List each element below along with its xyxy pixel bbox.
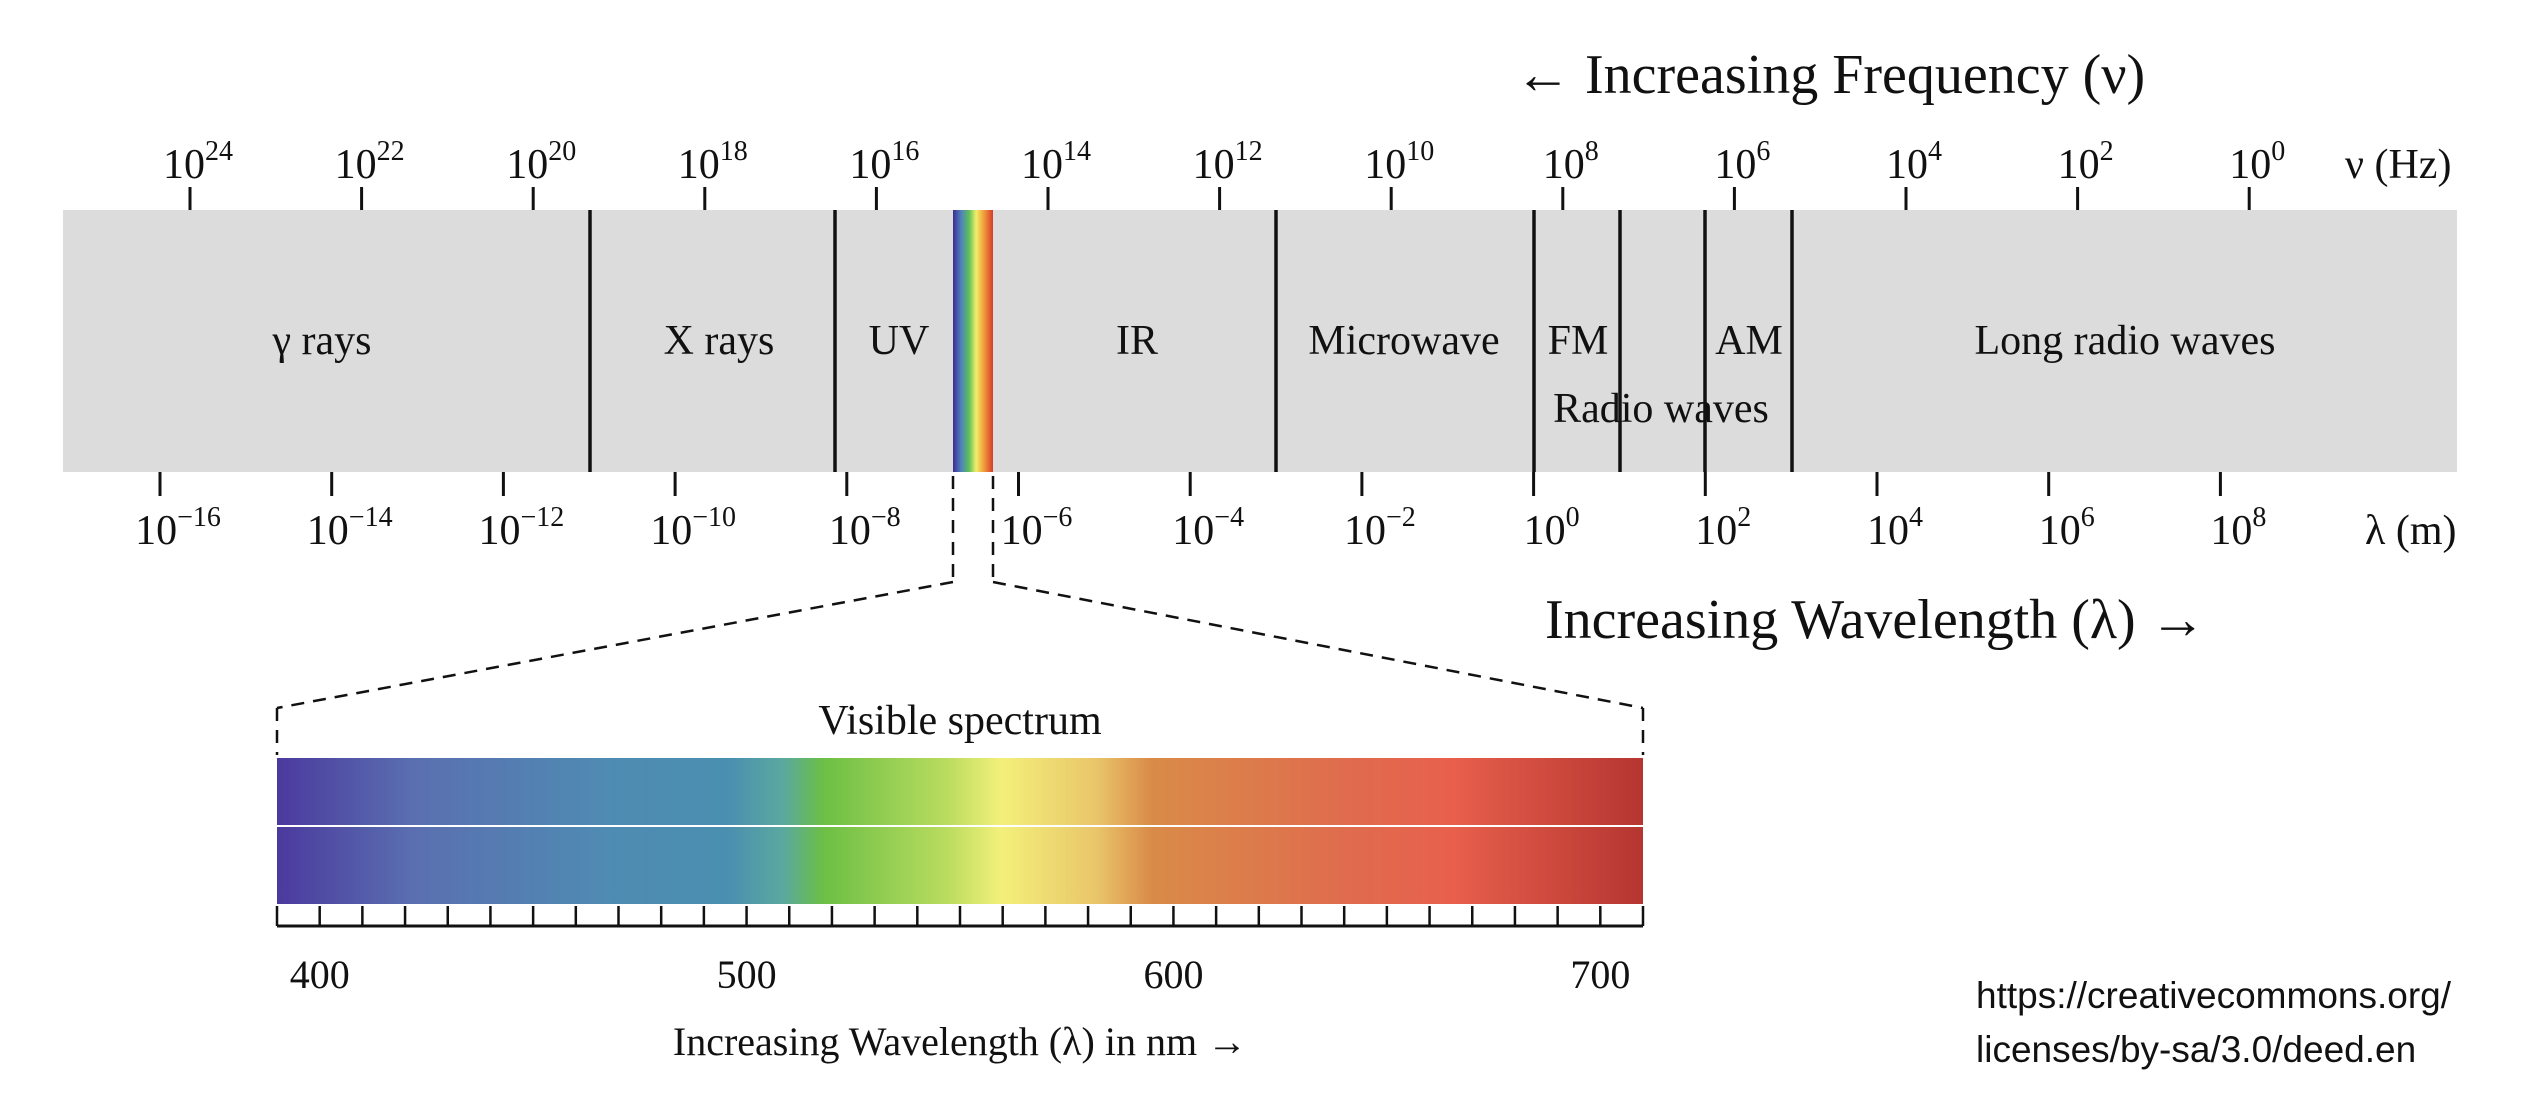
visible-tick-label: 400: [290, 952, 350, 997]
visible-strip: [953, 210, 993, 472]
wavelength-tick-label: 106: [2039, 502, 2095, 554]
wavelength-tick-label: 108: [2210, 502, 2266, 554]
wavelength-tick-label: 10−10: [650, 502, 736, 554]
visible-axis-label: Increasing Wavelength (λ) in nm →: [673, 1019, 1247, 1064]
wavelength-tick-label: 10−14: [307, 502, 393, 554]
band-label-long-radio: Long radio waves: [1975, 318, 2276, 364]
band-label-microwave: Microwave: [1308, 318, 1499, 364]
frequency-tick-label: 102: [2058, 136, 2114, 188]
wavelength-arrow-label: Increasing Wavelength (λ) →: [1545, 589, 2206, 651]
spectrum-band: [63, 210, 2457, 472]
wavelength-tick-label: 10−6: [1001, 502, 1073, 554]
zoom-lines: [275, 476, 1645, 755]
license-line-2: licenses/by-sa/3.0/deed.en: [1976, 1029, 2416, 1070]
frequency-tick-label: 108: [1543, 136, 1599, 188]
frequency-tick-label: 1024: [163, 136, 233, 188]
band-label-uv: UV: [869, 318, 930, 364]
wavelength-tick-label: 104: [1867, 502, 1923, 554]
frequency-tick-label: 104: [1886, 136, 1942, 188]
frequency-tick-label: 106: [1714, 136, 1770, 188]
band-label-am: AM: [1715, 318, 1783, 364]
wavelength-tick-label: 10−2: [1344, 502, 1416, 554]
wavelength-tick-label: 100: [1524, 502, 1580, 554]
frequency-axis: 1024 1022 1020 1018 1016 1014 1012 1010 108 106 10…: [163, 136, 2285, 210]
visible-spectrum-title: Visible spectrum: [818, 698, 1102, 744]
visible-axis-labels: 400 500 600 700: [290, 952, 1631, 997]
wavelength-tick-label: 10−8: [829, 502, 901, 554]
frequency-tick-label: 100: [2229, 136, 2285, 188]
band-label-xray: X rays: [664, 318, 775, 364]
frequency-tick-label: 1020: [506, 136, 576, 188]
wavelength-tick-label: 10−4: [1172, 502, 1244, 554]
band-dividers: [588, 210, 1794, 472]
band-label-ir: IR: [1116, 318, 1158, 364]
band-label-radio-waves: Radio waves: [1553, 386, 1769, 432]
frequency-tick-label: 1014: [1021, 136, 1091, 188]
frequency-tick-label: 1018: [678, 136, 748, 188]
frequency-tick-label: 1012: [1193, 136, 1263, 188]
visible-axis-ticks: [275, 906, 1645, 926]
visible-tick-label: 700: [1570, 952, 1630, 997]
license-line-1: https://creativecommons.org/: [1976, 975, 2452, 1016]
frequency-arrow-label: ← Increasing Frequency (ν): [1515, 44, 2145, 106]
frequency-tick-label: 1010: [1364, 136, 1434, 188]
frequency-tick-label: 1016: [849, 136, 919, 188]
frequency-tick-label: 1022: [335, 136, 405, 188]
visible-tick-label: 600: [1143, 952, 1203, 997]
wavelength-unit-label: λ (m): [2365, 508, 2457, 554]
wavelength-tick-label: 102: [1695, 502, 1751, 554]
wavelength-tick-label: 10−12: [479, 502, 565, 554]
wavelength-tick-label: 10−16: [135, 502, 221, 554]
visible-tick-label: 500: [717, 952, 777, 997]
band-label-fm: FM: [1548, 318, 1609, 364]
band-label-gamma: γ rays: [271, 318, 371, 364]
frequency-unit-label: ν (Hz): [2345, 142, 2451, 188]
visible-spectrum-bar: [277, 758, 1643, 904]
wavelength-axis: 10−16 10−14 10−12 10−10 10−8 10−6 10−4 10−2 100 1…: [135, 472, 2266, 554]
